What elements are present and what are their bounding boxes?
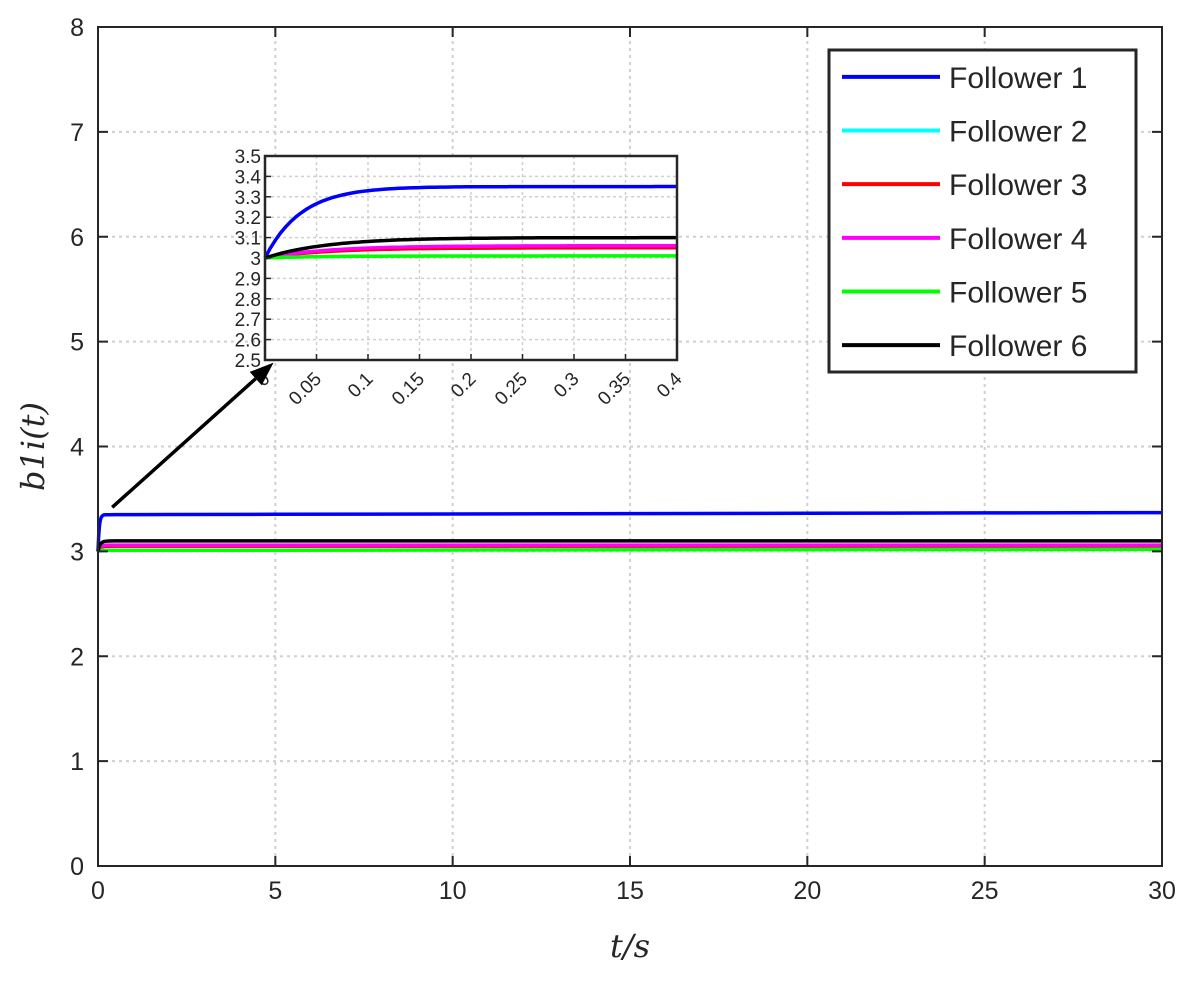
x-tick-label: 30 — [1148, 877, 1176, 905]
y-tick-label: 3 — [70, 538, 84, 566]
legend-label: Follower 6 — [949, 330, 1087, 363]
x-axis-label: t/s — [610, 927, 650, 965]
legend-label: Follower 3 — [949, 169, 1087, 202]
inset-x-tick-label: 0.3 — [550, 369, 584, 403]
main-y-ticks: 0 1 2 3 4 5 6 7 8 — [70, 14, 1162, 881]
series-line — [96, 510, 1163, 552]
y-tick-label: 2 — [70, 643, 84, 671]
legend-label: Follower 5 — [949, 277, 1087, 310]
y-tick-label: 8 — [70, 14, 84, 42]
inset-series-line — [263, 184, 677, 259]
legend-entry: Follower 2 — [842, 116, 1087, 149]
zoom-arrow — [111, 362, 274, 509]
main-x-ticks: 0 5 10 15 20 25 30 — [91, 27, 1176, 905]
y-tick-label: 7 — [70, 119, 84, 147]
x-tick-label: 20 — [793, 877, 821, 905]
inset-series-line — [264, 254, 677, 260]
legend-entry: Follower 1 — [842, 62, 1087, 95]
inset-y-tick-label: 3.3 — [235, 188, 261, 209]
legend-entry: Follower 5 — [842, 277, 1087, 310]
legend: Follower 1 Follower 2 Follower 3 Follower 4… — [827, 48, 1138, 374]
legend-entry: Follower 3 — [842, 169, 1087, 202]
y-tick-label: 6 — [70, 224, 84, 252]
inset-y-tick-label: 3.1 — [235, 229, 261, 250]
x-tick-label: 25 — [971, 877, 999, 905]
inset-series-line — [264, 235, 677, 260]
inset-y-tick-label: 2.8 — [235, 290, 261, 311]
inset-x-tick-label: 0.35 — [594, 369, 635, 410]
inset-zoom: 00.050.10.150.20.250.30.350.42.52.62.72.… — [235, 147, 687, 410]
inset-y-tick-label: 2.5 — [235, 351, 261, 372]
x-tick-label: 0 — [91, 877, 105, 905]
y-tick-label: 4 — [70, 434, 84, 462]
inset-x-tick-label: 0.2 — [447, 369, 481, 403]
inset-y-tick-label: 3.4 — [235, 167, 262, 188]
x-tick-label: 10 — [439, 877, 467, 905]
inset-y-tick-label: 3.2 — [235, 208, 261, 229]
inset-y-tick-label: 2.7 — [235, 310, 261, 331]
inset-x-tick-label: 0.4 — [653, 368, 687, 402]
y-tick-label: 0 — [70, 853, 84, 881]
x-tick-label: 15 — [616, 877, 644, 905]
arrow-head — [249, 362, 274, 386]
inset-x-tick-label: 0.15 — [388, 369, 429, 410]
inset-y-tick-label: 3 — [250, 249, 261, 270]
legend-label: Follower 4 — [949, 223, 1087, 256]
inset-y-tick-label: 2.9 — [235, 269, 261, 290]
y-tick-label: 1 — [70, 748, 84, 776]
legend-box — [827, 48, 1138, 374]
x-tick-label: 5 — [268, 877, 282, 905]
y-tick-label: 5 — [70, 329, 84, 357]
inset-y-tick-label: 2.6 — [235, 331, 261, 352]
legend-entry: Follower 4 — [842, 223, 1087, 256]
series-line — [96, 539, 1162, 552]
inset-x-tick-label: 0.1 — [344, 369, 378, 403]
inset-y-tick-label: 3.5 — [235, 147, 261, 168]
legend-label: Follower 2 — [949, 116, 1087, 149]
y-axis-label: b1i(t) — [14, 402, 52, 491]
arrow-shaft — [111, 377, 257, 509]
series-line — [97, 547, 1163, 553]
inset-x-tick-label: 0.05 — [285, 369, 326, 410]
inset-x-tick-label: 0.25 — [491, 369, 532, 410]
legend-label: Follower 1 — [949, 62, 1087, 95]
legend-entry: Follower 6 — [842, 330, 1087, 363]
inset-series-line — [264, 244, 677, 260]
